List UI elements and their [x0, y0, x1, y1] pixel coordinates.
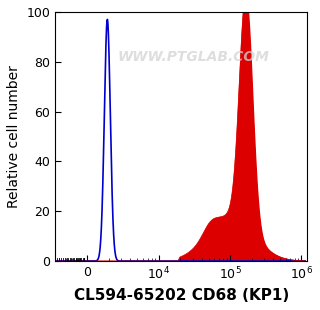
Y-axis label: Relative cell number: Relative cell number	[7, 65, 21, 208]
Text: WWW.PTGLAB.COM: WWW.PTGLAB.COM	[118, 50, 270, 64]
X-axis label: CL594-65202 CD68 (KP1): CL594-65202 CD68 (KP1)	[74, 288, 289, 303]
